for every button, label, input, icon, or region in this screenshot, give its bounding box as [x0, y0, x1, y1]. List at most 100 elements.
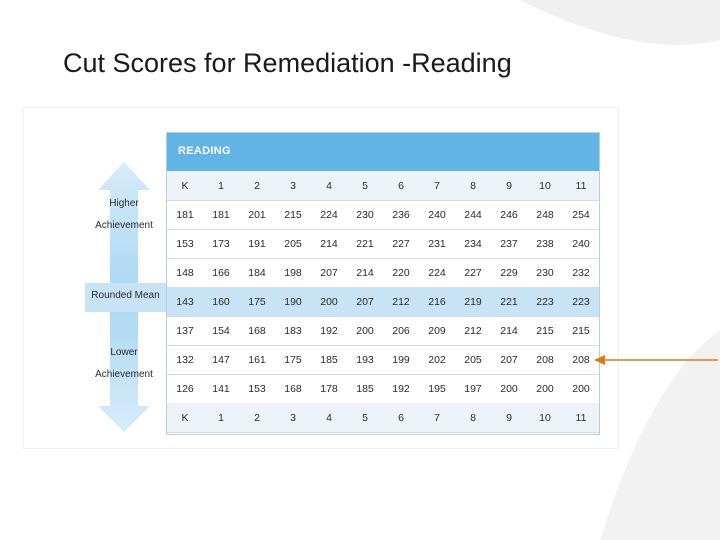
score-cell: 173 [212, 237, 230, 250]
score-cell: 137 [176, 324, 194, 337]
grade-header-row: K 1 2 3 4 5 6 7 8 9 10 11 [167, 403, 599, 433]
score-cell: 175 [284, 353, 302, 366]
grade-cell: 7 [434, 411, 440, 424]
score-cell: 181 [212, 208, 230, 221]
score-cell: 248 [536, 208, 554, 221]
score-cell: 126 [176, 382, 194, 395]
score-cell: 207 [320, 266, 338, 279]
higher-label-line1: Higher [109, 198, 139, 209]
score-cell: 198 [284, 266, 302, 279]
score-cell: 234 [464, 237, 482, 250]
score-cell: 244 [464, 208, 482, 221]
score-cell: 227 [464, 266, 482, 279]
score-cell: 202 [428, 353, 446, 366]
score-cell: 209 [428, 324, 446, 337]
score-cell: 154 [212, 324, 230, 337]
score-cell: 215 [284, 208, 302, 221]
score-row: 126 141 153 168 178 185 192 195 197 200 200 200 [167, 374, 599, 404]
score-cell: 201 [248, 208, 266, 221]
grade-cell: 4 [326, 411, 332, 424]
score-cell: 200 [500, 382, 518, 395]
lower-label-line1: Lower [110, 347, 138, 358]
rounded-mean-label: Rounded Mean [91, 290, 160, 301]
score-cell: 200 [536, 382, 554, 395]
score-cell: 237 [500, 237, 518, 250]
score-cell: 184 [248, 266, 266, 279]
grade-cell: 10 [539, 179, 551, 192]
grade-header-row: K 1 2 3 4 5 6 7 8 9 10 11 [167, 171, 599, 201]
score-cell: 215 [572, 324, 590, 337]
grade-cell: 1 [218, 411, 224, 424]
score-cell: 236 [392, 208, 410, 221]
score-row: 148 166 184 198 207 214 220 224 227 229 230 232 [167, 258, 599, 288]
score-cell: 208 [572, 353, 590, 366]
score-cell: 216 [428, 295, 446, 308]
grade-cell: 9 [506, 179, 512, 192]
higher-label-line2: Achievement [95, 220, 153, 231]
score-cell: 229 [500, 266, 518, 279]
score-row: 153 173 191 205 214 221 227 231 234 237 238 240 [167, 229, 599, 259]
score-cell: 141 [212, 382, 230, 395]
score-cell: 199 [392, 353, 410, 366]
score-row: 181 181 201 215 224 230 236 240 244 246 248 254 [167, 200, 599, 230]
rounded-mean-row: 143 160 175 190 200 207 212 216 219 221 223 223 [167, 287, 599, 317]
score-cell: 214 [356, 266, 374, 279]
score-cell: 238 [536, 237, 554, 250]
score-cell: 214 [320, 237, 338, 250]
score-cell: 232 [572, 266, 590, 279]
score-cell: 168 [248, 324, 266, 337]
score-cell: 168 [284, 382, 302, 395]
score-cell: 215 [536, 324, 554, 337]
score-cell: 181 [176, 208, 194, 221]
score-cell: 221 [356, 237, 374, 250]
score-cell: 132 [176, 353, 194, 366]
grade-cell: 1 [218, 179, 224, 192]
score-cell: 200 [356, 324, 374, 337]
grade-cell: 3 [290, 179, 296, 192]
score-cell: 178 [320, 382, 338, 395]
score-cell: 185 [356, 382, 374, 395]
grade-cell: 11 [575, 411, 587, 424]
score-cell: 175 [248, 295, 266, 308]
score-cell: 223 [572, 295, 590, 308]
score-cell: 231 [428, 237, 446, 250]
grade-cell: 11 [575, 179, 587, 192]
table-header-band: READING [167, 133, 599, 171]
score-cell: 161 [248, 353, 266, 366]
grade-cell: 5 [362, 411, 368, 424]
lower-achievement-label: Lower Achievement [89, 342, 159, 386]
score-cell: 147 [212, 353, 230, 366]
reading-cut-score-table: READING K 1 2 3 4 5 6 7 8 9 10 11 181 181 201 215 224 230… [166, 132, 600, 435]
score-cell: 212 [392, 295, 410, 308]
score-cell: 207 [356, 295, 374, 308]
score-cell: 166 [212, 266, 230, 279]
score-cell: 240 [428, 208, 446, 221]
grade-cell: K [181, 179, 189, 192]
score-cell: 246 [500, 208, 518, 221]
higher-achievement-label: Higher Achievement [89, 193, 159, 237]
grade-cell: 10 [539, 411, 551, 424]
score-cell: 153 [248, 382, 266, 395]
grade-cell: 6 [398, 411, 404, 424]
score-cell: 212 [464, 324, 482, 337]
score-cell: 183 [284, 324, 302, 337]
score-cell: 205 [284, 237, 302, 250]
score-cell: 200 [320, 295, 338, 308]
score-cell: 205 [464, 353, 482, 366]
score-cell: 223 [536, 295, 554, 308]
score-cell: 192 [392, 382, 410, 395]
slide-title: Cut Scores for Remediation -Reading [63, 48, 512, 78]
score-cell: 160 [212, 295, 230, 308]
score-cell: 190 [284, 295, 302, 308]
score-cell: 185 [320, 353, 338, 366]
score-cell: 195 [428, 382, 446, 395]
score-cell: 153 [176, 237, 194, 250]
grade-cell: 8 [470, 411, 476, 424]
score-cell: 197 [464, 382, 482, 395]
grade-cell: K [181, 411, 189, 424]
score-cell: 193 [356, 353, 374, 366]
rounded-mean-band [85, 283, 166, 312]
grade-cell: 2 [254, 179, 260, 192]
grade-cell: 2 [254, 411, 260, 424]
score-cell: 208 [536, 353, 554, 366]
